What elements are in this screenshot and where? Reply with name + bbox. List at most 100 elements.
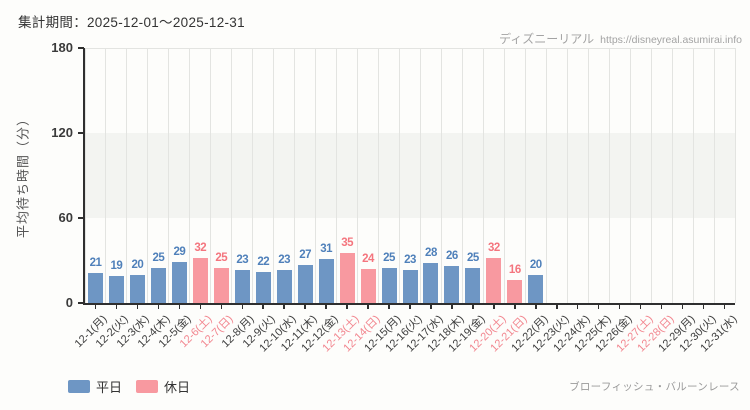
x-tick-mark (472, 305, 474, 309)
column-gridline (503, 48, 505, 303)
y-tick-mark (78, 302, 84, 304)
bar-value-label: 22 (257, 255, 270, 268)
x-tick-mark (597, 305, 600, 309)
bar (528, 274, 544, 303)
bar-value-label: 25 (383, 251, 395, 264)
bar-value-label: 27 (299, 248, 312, 261)
bar-value-label: 16 (508, 264, 521, 277)
column-gridline (692, 48, 694, 303)
column-gridline (419, 48, 421, 303)
x-tick-mark (283, 305, 285, 309)
legend-weekday-swatch (68, 380, 90, 393)
x-tick-mark (451, 305, 453, 309)
y-tick-mark (78, 47, 84, 49)
column-gridline (84, 48, 86, 303)
bar-value-label: 28 (425, 247, 437, 260)
x-tick-mark (304, 305, 306, 309)
x-tick-mark (430, 305, 432, 309)
site-name: ディズニーリアル (499, 32, 595, 46)
bar (465, 267, 481, 303)
bar-value-label: 29 (173, 245, 186, 258)
bar-value-label: 26 (446, 250, 458, 263)
y-tick-mark (78, 217, 84, 219)
x-tick-mark (157, 305, 160, 309)
bar-value-label: 20 (529, 258, 542, 271)
x-tick-mark (660, 305, 663, 309)
column-gridline (336, 48, 338, 303)
column-gridline (545, 48, 547, 303)
x-tick-mark (409, 305, 411, 309)
column-gridline (294, 48, 296, 303)
column-gridline (482, 48, 484, 303)
legend-holiday-swatch (136, 380, 159, 393)
bar-value-label: 31 (320, 243, 333, 256)
column-gridline (231, 48, 233, 303)
y-tick-label: 180 (51, 40, 73, 55)
aggregation-period-label: 集計期間：2025-12-01～2025-12-31 (18, 15, 245, 30)
column-gridline (126, 48, 128, 303)
column-gridline (315, 48, 317, 303)
column-gridline (168, 48, 170, 303)
bar-value-label: 35 (341, 237, 353, 250)
x-tick-mark (639, 305, 642, 309)
x-tick-mark (325, 305, 327, 309)
bar (129, 274, 145, 303)
column-gridline (566, 48, 568, 303)
column-gridline (461, 48, 463, 303)
bar (339, 253, 355, 303)
x-tick-mark (178, 305, 181, 309)
x-tick-mark (367, 305, 369, 309)
column-gridline (189, 48, 191, 303)
bar (150, 267, 166, 303)
x-tick-mark (94, 305, 97, 309)
x-tick-mark (220, 305, 223, 309)
x-tick-mark (514, 305, 516, 309)
x-tick-mark (723, 305, 726, 309)
column-gridline (357, 48, 359, 303)
y-tick-label: 60 (58, 210, 73, 225)
x-tick-mark (388, 305, 390, 309)
bar (318, 259, 334, 303)
column-gridline (210, 48, 212, 303)
y-axis-spine (83, 48, 85, 305)
bar (108, 276, 124, 303)
column-gridline (587, 48, 589, 303)
x-tick-mark (241, 305, 243, 309)
x-tick-mark (576, 305, 579, 309)
column-gridline (650, 48, 652, 303)
site-url: https://disneyreal.asumirai.info (600, 34, 742, 46)
x-tick-mark (702, 305, 705, 309)
column-gridline (608, 48, 610, 303)
bar-value-label: 24 (362, 253, 374, 265)
bar-value-label: 32 (194, 241, 207, 254)
bar-value-label: 25 (152, 251, 165, 264)
column-gridline (252, 48, 254, 303)
column-gridline (734, 48, 736, 303)
bar (297, 264, 313, 303)
column-gridline (524, 48, 526, 303)
bar (381, 267, 397, 303)
bar-value-label: 21 (89, 257, 102, 270)
bar-value-label: 23 (278, 254, 291, 267)
x-tick-mark (136, 305, 139, 309)
bar (255, 271, 271, 303)
bar (402, 270, 418, 303)
plot-band (85, 133, 735, 218)
bar-value-label: 32 (487, 241, 500, 254)
bar (213, 267, 229, 303)
x-tick-mark (618, 305, 621, 309)
x-axis-spine (83, 303, 735, 305)
column-gridline (629, 48, 631, 303)
x-tick-mark (556, 305, 558, 309)
bar (360, 269, 376, 303)
column-gridline (105, 48, 107, 303)
column-gridline (147, 48, 149, 303)
bar (423, 263, 439, 303)
column-gridline (713, 48, 715, 303)
bar-value-label: 20 (131, 258, 144, 271)
bar (507, 280, 523, 303)
y-tick-label: 120 (51, 125, 73, 140)
column-gridline (671, 48, 673, 303)
